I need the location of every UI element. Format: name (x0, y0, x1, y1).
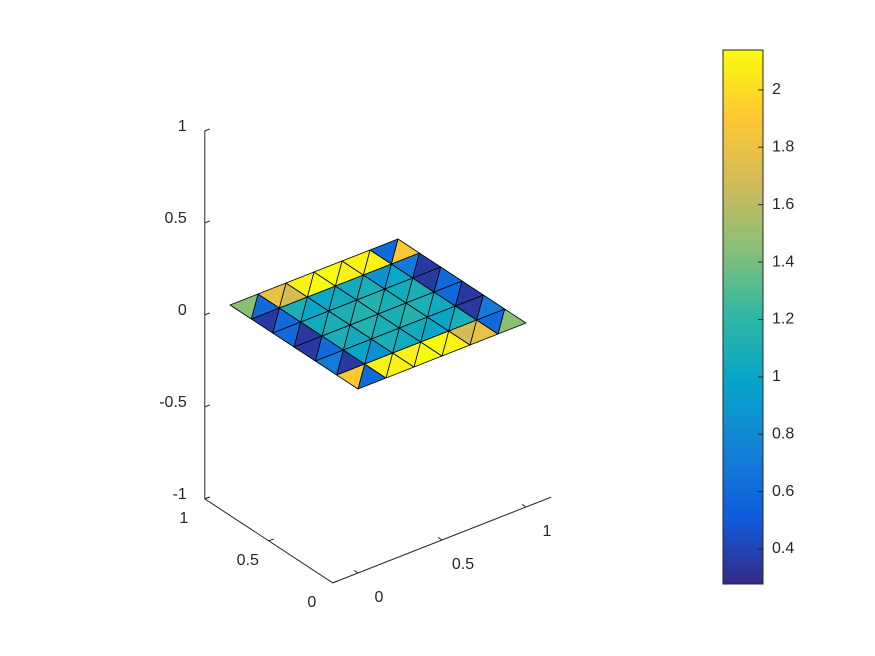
colorbar-tick-label: 2 (772, 81, 781, 98)
colorbar-tick-label: 0.8 (772, 425, 794, 442)
z-tick-label: 0 (178, 302, 187, 319)
z-tick (204, 220, 211, 224)
x-tick (521, 504, 527, 508)
x-tick-label: 1 (543, 523, 552, 540)
y-tick-label: 0 (307, 594, 316, 611)
colorbar (722, 49, 764, 585)
x-tick-label: 0.5 (452, 556, 474, 573)
y-tick-label: 0.5 (237, 552, 259, 569)
z-tick-label: -1 (173, 486, 187, 503)
colorbar-tick-label: 1.6 (772, 196, 794, 213)
y-tick (268, 538, 275, 542)
z-tick (204, 128, 211, 132)
colorbar-tick-label: 1.8 (772, 138, 794, 155)
z-tick (204, 404, 211, 408)
x-tick (437, 537, 443, 541)
y-tick (332, 580, 339, 584)
colorbar-tick-label: 1.4 (772, 253, 794, 270)
face (313, 260, 343, 287)
x-tick-label: 0 (375, 589, 384, 606)
colorbar-tick-label: 0.4 (772, 540, 794, 557)
colorbar-tick-label: 0.6 (772, 483, 794, 500)
z-tick-label: 1 (178, 118, 187, 135)
y-tick-label: 1 (179, 510, 188, 527)
face (369, 238, 399, 265)
face (285, 271, 315, 298)
z-tick-label: -0.5 (159, 394, 187, 411)
face (257, 282, 287, 309)
x-tick (353, 570, 359, 574)
face (341, 249, 371, 276)
z-tick-label: 0.5 (165, 210, 187, 227)
z-tick (204, 312, 211, 316)
face (229, 293, 259, 320)
colorbar-tick-label: 1.2 (772, 311, 794, 328)
z-tick (204, 496, 211, 500)
colorbar-tick-label: 1 (772, 368, 781, 385)
